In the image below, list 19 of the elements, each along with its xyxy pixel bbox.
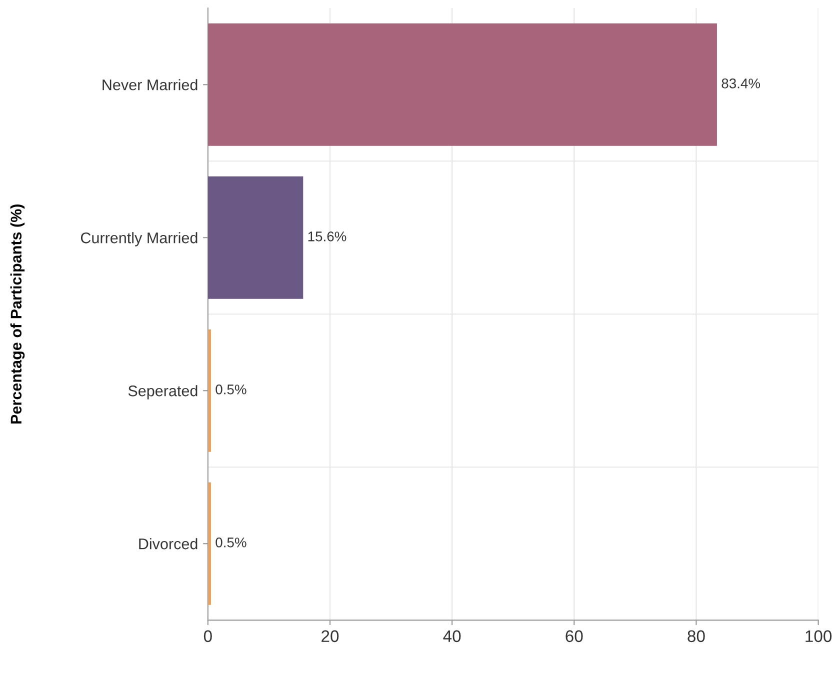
y-tick-label: Seperated xyxy=(128,385,198,400)
bar xyxy=(208,176,304,299)
data-label: 83.4% xyxy=(722,78,760,88)
bar xyxy=(208,23,717,146)
x-tick-label: 0 xyxy=(204,630,212,642)
x-tick-label: 40 xyxy=(443,630,461,642)
x-tick-label: 80 xyxy=(688,630,705,642)
data-label: 0.5% xyxy=(216,384,246,394)
bar xyxy=(208,329,211,452)
x-tick-label: 60 xyxy=(566,630,583,642)
y-axis-title: Percentage of Participants (%) xyxy=(10,204,25,424)
data-label: 0.5% xyxy=(216,538,246,548)
y-tick-label: Never Married xyxy=(102,79,198,90)
data-label: 15.6% xyxy=(308,232,346,242)
x-tick-label: 20 xyxy=(322,630,339,642)
x-tick-label: 100 xyxy=(806,630,832,642)
y-tick-label: Currently Married xyxy=(80,232,198,246)
y-tick-label: Divorced xyxy=(139,538,198,550)
bar xyxy=(208,482,211,605)
